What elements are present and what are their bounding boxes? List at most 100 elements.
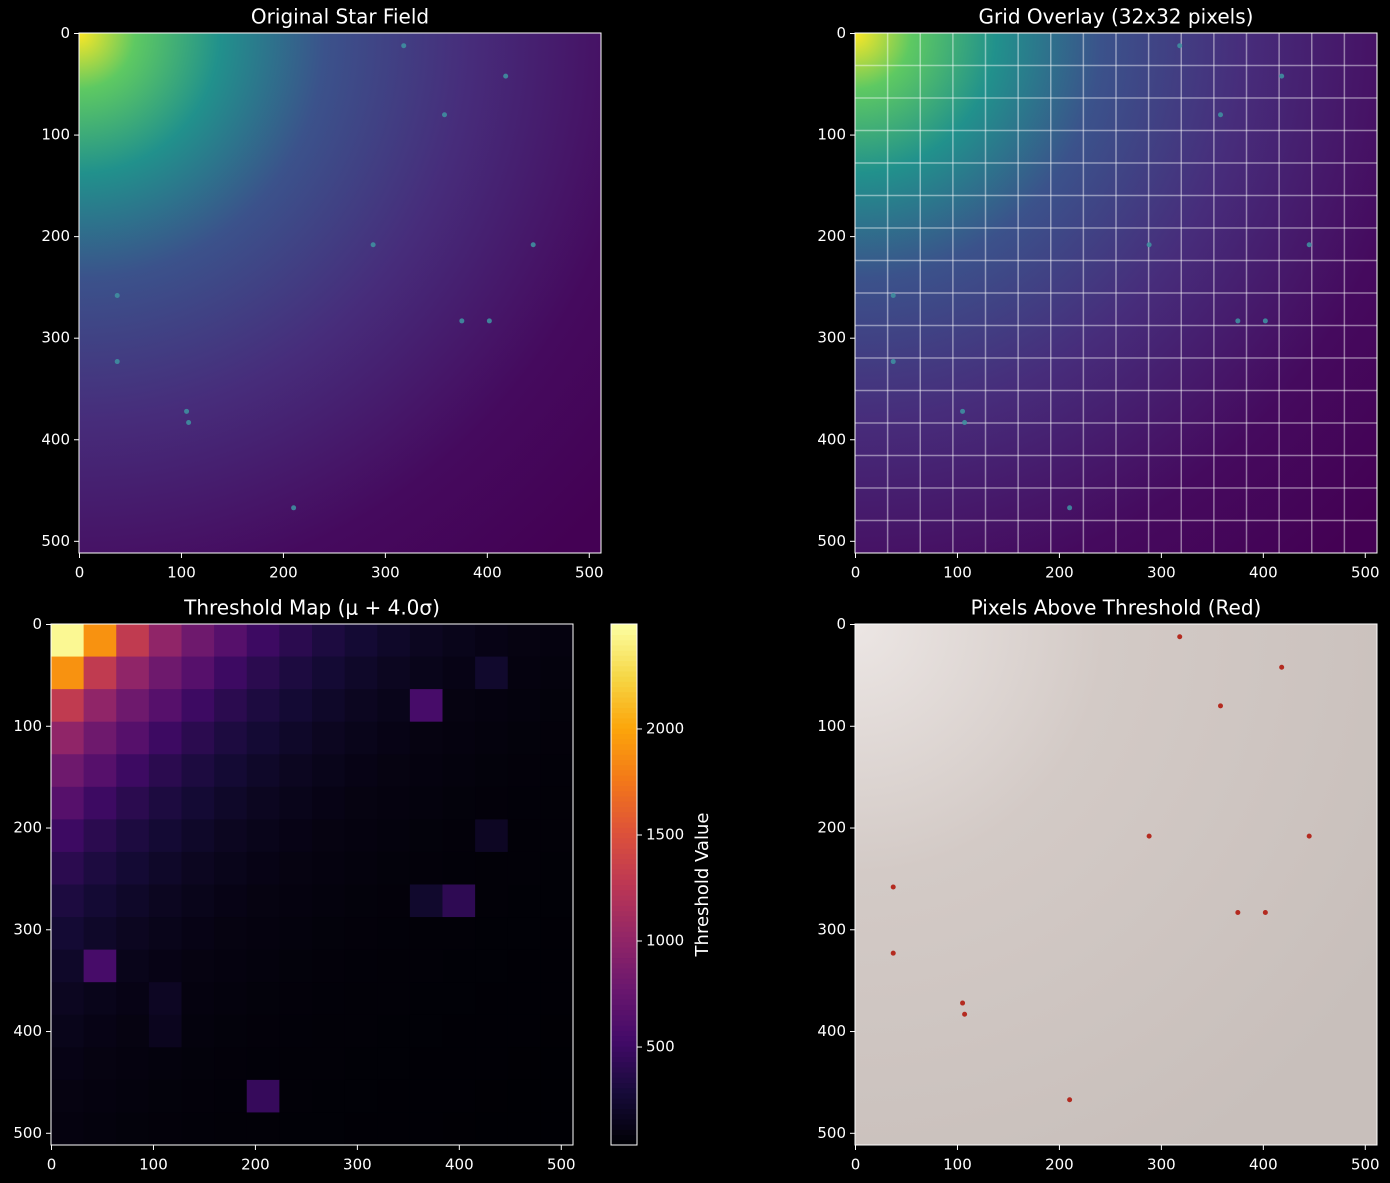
- heatmap-cell: [312, 949, 346, 983]
- heatmap-cell: [246, 624, 280, 658]
- star: [962, 419, 968, 425]
- heatmap-cell: [409, 917, 443, 951]
- heatmap-cell: [409, 851, 443, 885]
- heatmap-cell: [409, 1014, 443, 1048]
- heatmap-cell: [377, 1112, 411, 1146]
- colorbar-segment: [611, 790, 637, 797]
- heatmap-cell: [312, 624, 346, 658]
- heatmap-cell: [214, 689, 248, 723]
- heatmap-cell: [148, 819, 182, 853]
- colorbar-segment: [611, 1035, 637, 1042]
- y-tick-label: 200: [41, 227, 70, 245]
- heatmap-cell: [51, 656, 85, 690]
- x-tick-label: 0: [851, 1156, 861, 1174]
- heatmap-cell: [377, 1047, 411, 1081]
- heatmap-cell: [344, 1047, 378, 1081]
- heatmap-cell: [279, 1079, 313, 1113]
- heatmap-cell: [51, 624, 85, 658]
- colorbar-segment: [611, 650, 637, 656]
- x-tick-label: 200: [1045, 1156, 1074, 1174]
- x-tick-label: 500: [575, 564, 604, 582]
- colorbar-segment: [611, 1056, 637, 1063]
- star: [960, 1000, 966, 1006]
- heatmap-cell: [540, 1079, 574, 1113]
- colorbar-segment: [611, 910, 637, 917]
- heatmap-cell: [116, 982, 150, 1016]
- heatmap-cell: [475, 656, 509, 690]
- star: [1235, 318, 1241, 324]
- heatmap-cell: [475, 1112, 509, 1146]
- x-tick-label: 300: [343, 1156, 372, 1174]
- star: [459, 318, 465, 324]
- heatmap-cell: [409, 1112, 443, 1146]
- colorbar-segment: [611, 676, 637, 682]
- heatmap-cell: [442, 982, 476, 1016]
- star: [1235, 909, 1241, 915]
- heatmap-cell: [377, 754, 411, 788]
- star: [442, 112, 448, 118]
- colorbar-segment: [611, 884, 637, 891]
- colorbar-segment: [611, 999, 637, 1005]
- heatmap-cell: [214, 819, 248, 853]
- heatmap-cell: [279, 786, 313, 820]
- heatmap-cell: [312, 786, 346, 820]
- heatmap-cell: [83, 1014, 117, 1048]
- heatmap-cell: [181, 819, 215, 853]
- heatmap-cell: [540, 949, 574, 983]
- heatmap-cell: [409, 754, 443, 788]
- heatmap-cell: [214, 1079, 248, 1113]
- x-tick-label: 200: [241, 1156, 270, 1174]
- colorbar-segment: [611, 696, 637, 703]
- heatmap-cell: [181, 982, 215, 1016]
- heatmap-cell: [475, 917, 509, 951]
- heatmap-cell: [148, 917, 182, 951]
- colorbar-segment: [611, 936, 637, 943]
- panel: Threshold Map (μ + 4.0σ)500100015002000T…: [13, 596, 713, 1174]
- heatmap-cell: [507, 819, 541, 853]
- heatmap-cell: [51, 721, 85, 755]
- star: [486, 318, 492, 324]
- colorbar-segment: [611, 1030, 637, 1037]
- colorbar-segment: [611, 915, 637, 922]
- colorbar-segment: [611, 660, 637, 667]
- heatmap-cell: [83, 949, 117, 983]
- colorbar-segment: [611, 1019, 637, 1026]
- heatmap-cell: [51, 1014, 85, 1048]
- axes-frame: [854, 623, 1378, 1146]
- heatmap-cell: [442, 917, 476, 951]
- colorbar-segment: [611, 967, 637, 974]
- colorbar-segment: [611, 874, 637, 880]
- heatmap-cell: [475, 754, 509, 788]
- x-tick-label: 300: [1147, 564, 1176, 582]
- heatmap-cell: [214, 949, 248, 983]
- heatmap-cell: [279, 656, 313, 690]
- heatmap-cell: [540, 721, 574, 755]
- colorbar-segment: [611, 738, 637, 745]
- heatmap-cell: [507, 949, 541, 983]
- panel: Original Star Field 0 100 200 300 400 500 0 100 2…: [41, 5, 603, 582]
- heatmap-cell: [181, 624, 215, 658]
- heatmap-cell: [51, 917, 85, 951]
- heatmap-cell: [214, 884, 248, 918]
- colorbar-tick-label: 1000: [646, 932, 684, 950]
- star: [1262, 318, 1268, 324]
- heatmap-cell: [507, 689, 541, 723]
- y-tick-label: 500: [817, 1124, 846, 1142]
- heatmap-cell: [507, 624, 541, 658]
- heatmap-cell: [540, 689, 574, 723]
- heatmap-cell: [344, 949, 378, 983]
- heatmap-cell: [409, 949, 443, 983]
- heatmap-cell: [377, 949, 411, 983]
- heatmap-cell: [83, 656, 117, 690]
- colorbar-segment: [611, 941, 637, 948]
- colorbar-segment: [611, 754, 637, 761]
- heatmap-cell: [540, 1047, 574, 1081]
- heatmap-cell: [475, 1079, 509, 1113]
- heatmap-cell: [83, 819, 117, 853]
- x-tick-label: 400: [445, 1156, 474, 1174]
- colorbar-segment: [611, 1051, 637, 1058]
- colorbar-segment: [611, 1118, 637, 1125]
- heatmap-cell: [116, 1112, 150, 1146]
- colorbar-segment: [611, 801, 637, 807]
